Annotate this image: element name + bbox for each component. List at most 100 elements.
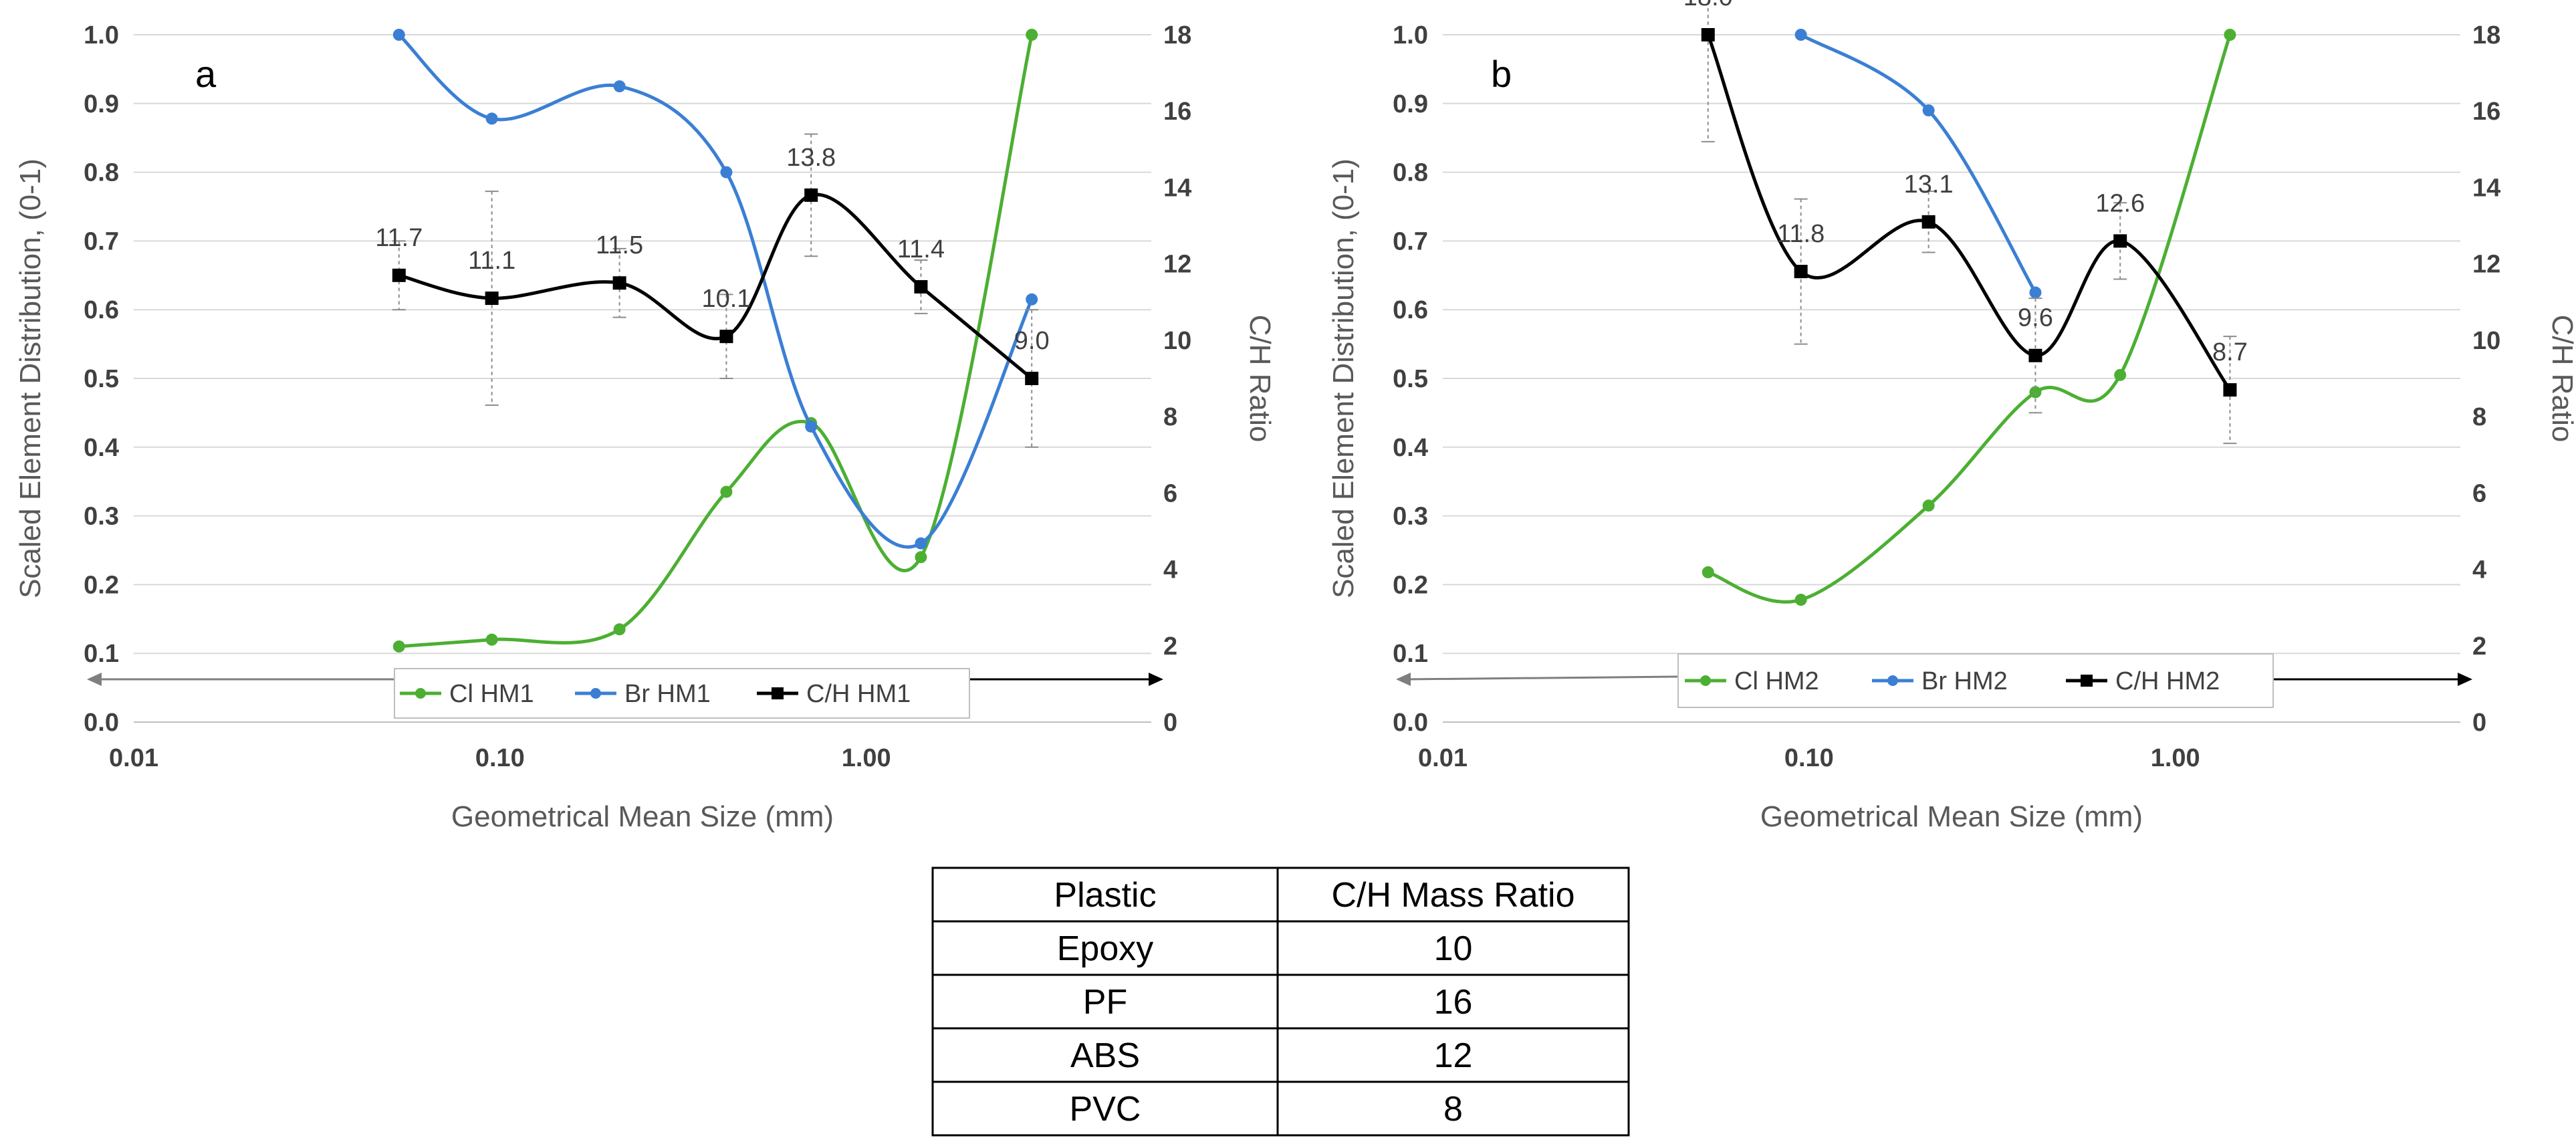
y2-tick-label: 6 <box>1163 479 1177 507</box>
x-axis-title-b: Geometrical Mean Size (mm) <box>1760 800 2143 833</box>
chart-b: 0.00.10.20.30.40.50.60.70.80.91.00246810… <box>1327 0 2576 833</box>
panel-label-a: a <box>195 53 217 95</box>
arrowhead-right <box>1149 673 1163 686</box>
data-point <box>1702 566 1714 578</box>
y-tick-label: 0.8 <box>1393 159 1428 187</box>
data-point <box>914 279 928 294</box>
y2-tick-label: 8 <box>2472 403 2486 431</box>
legend-cl-label: Cl HM2 <box>1734 667 1819 695</box>
table-header-cell: C/H Mass Ratio <box>1331 876 1574 915</box>
y-axis-title-a: Scaled Element Distribution, (0-1) <box>14 158 47 598</box>
y-tick-label: 0.6 <box>1393 296 1428 324</box>
data-label: 11.5 <box>596 231 643 259</box>
data-point <box>1921 215 1936 229</box>
data-point <box>2113 234 2127 248</box>
table-cell: 8 <box>1443 1090 1463 1129</box>
y-tick-label: 0.5 <box>84 365 119 393</box>
table-cell: 16 <box>1434 983 1473 1022</box>
data-point <box>719 330 733 344</box>
y-tick-label: 0.3 <box>1393 503 1428 531</box>
table-cell: Epoxy <box>1057 929 1154 968</box>
data-point <box>720 485 733 498</box>
table-cell: 10 <box>1434 929 1473 968</box>
data-label: 13.1 <box>1904 170 1954 199</box>
legend-b: Cl HM2 Br HM2 C/H HM2 <box>1677 653 2274 708</box>
data-label: 8.7 <box>2212 338 2248 366</box>
y2-tick-label: 0 <box>1163 709 1177 737</box>
data-label: 11.4 <box>897 235 945 263</box>
data-labels-b: 18.0 11.8 13.1 9.6 12.6 8.7 <box>1683 0 2248 366</box>
y2-tick-label: 2 <box>2472 633 2486 661</box>
data-point <box>613 623 626 636</box>
y2-tick-label: 10 <box>1163 327 1191 355</box>
data-point <box>1794 265 1808 279</box>
legend-br-marker <box>590 688 601 699</box>
legend-ch-label: C/H HM2 <box>2115 667 2220 695</box>
data-label: 18.0 <box>1683 0 1733 11</box>
x-axis-title-a: Geometrical Mean Size (mm) <box>451 800 834 833</box>
y2-tick-label: 14 <box>1163 174 1191 202</box>
grid-a <box>134 34 1151 655</box>
y-tick-label: 0.6 <box>84 296 119 324</box>
series-line <box>1706 34 2232 391</box>
legend-br-marker <box>1887 675 1898 686</box>
legend-cl-marker <box>415 688 426 699</box>
x-tick-label: 0.01 <box>109 744 158 772</box>
axes-b: 0.00.10.20.30.40.50.60.70.80.91.00246810… <box>1393 21 2500 772</box>
data-point <box>1701 28 1715 41</box>
y2-tick-label: 16 <box>1163 98 1191 126</box>
y-tick-label: 0.5 <box>1393 365 1428 393</box>
legend-br-label: Br HM2 <box>1921 667 2008 695</box>
data-point <box>485 112 498 125</box>
table-header-cell: Plastic <box>1054 876 1156 915</box>
data-point <box>915 537 927 550</box>
y2-tick-label: 6 <box>2472 479 2486 507</box>
y2-tick-label: 18 <box>1163 21 1191 49</box>
series-line <box>398 33 1034 549</box>
x-tick-label: 0.10 <box>1784 744 1834 772</box>
data-label: 10.1 <box>701 285 751 313</box>
data-point <box>1026 293 1038 306</box>
data-point <box>1922 104 1935 117</box>
table-border <box>931 867 1630 1137</box>
y2-tick-label: 2 <box>1163 633 1177 661</box>
x-tick-label: 0.10 <box>475 744 525 772</box>
y2-tick-label: 14 <box>2472 174 2500 202</box>
data-point <box>1025 372 1039 385</box>
y-tick-label: 0.8 <box>84 159 119 187</box>
y2-tick-label: 4 <box>2472 556 2486 584</box>
y2-tick-label: 10 <box>2472 327 2500 355</box>
legend-ch-marker <box>772 687 784 699</box>
data-point <box>2029 286 2042 299</box>
data-point <box>392 29 405 41</box>
y-tick-label: 1.0 <box>84 21 119 49</box>
legend-cl-marker <box>1700 675 1711 686</box>
legend-br-label: Br HM1 <box>624 680 711 708</box>
y2-tick-label: 0 <box>2472 709 2486 737</box>
series-line <box>398 34 1034 649</box>
data-point <box>805 420 818 433</box>
chart-a: 0.00.10.20.30.40.50.60.70.80.91.00246810… <box>14 21 1276 833</box>
table-cell: 12 <box>1434 1036 1473 1075</box>
data-point <box>485 633 498 646</box>
legend-box-a <box>394 668 970 719</box>
table-cell: PVC <box>1070 1090 1141 1129</box>
axes-a: 0.00.10.20.30.40.50.60.70.80.91.00246810… <box>84 21 1191 772</box>
legend-box-b <box>1677 653 2274 708</box>
series-b <box>1701 0 2237 606</box>
arrowhead-left <box>1396 673 1411 686</box>
data-point <box>1794 29 1807 41</box>
data-point <box>612 276 626 290</box>
legend-ch-marker <box>2081 675 2093 687</box>
x-tick-label: 1.00 <box>842 744 891 772</box>
y-tick-label: 0.2 <box>1393 571 1428 599</box>
data-point <box>1026 29 1038 41</box>
y-tick-label: 0.4 <box>84 434 119 462</box>
data-point <box>915 551 927 564</box>
series-a <box>392 29 1039 653</box>
data-point <box>720 166 733 179</box>
range-arrow-left <box>1405 675 1679 681</box>
y2-tick-label: 12 <box>1163 251 1191 279</box>
data-point <box>392 640 405 653</box>
panel-label-b: b <box>1491 53 1512 95</box>
